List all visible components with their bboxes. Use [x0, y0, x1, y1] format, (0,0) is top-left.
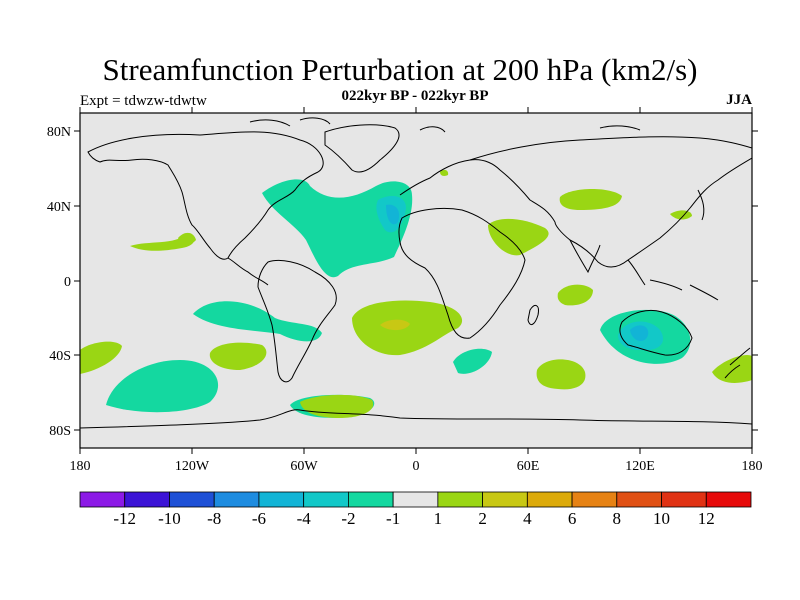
contour-central-asia — [559, 188, 622, 210]
colorbar-swatch — [661, 491, 707, 508]
colorbar — [79, 491, 752, 508]
coast-greenland — [324, 124, 400, 173]
colorbar-swatch — [347, 491, 394, 508]
contour-tropical-pacific — [130, 233, 195, 251]
colorbar-swatch — [213, 491, 260, 508]
colorbar-label: -10 — [158, 509, 181, 528]
colorbar-label: 6 — [568, 509, 577, 528]
colorbar-label: -8 — [207, 509, 221, 528]
contour-southern-indian — [536, 359, 586, 390]
coast-antarctica — [80, 409, 752, 429]
colorbar-label: 10 — [653, 509, 670, 528]
y-tick-label: 80N — [47, 125, 71, 140]
colorbar-label: 2 — [478, 509, 487, 528]
contour-east-pacific — [193, 301, 322, 342]
colorbar-label: -6 — [252, 509, 266, 528]
y-tick-labels: 80N 40N 0 40S 80S — [47, 125, 71, 439]
x-tick-label: 120W — [175, 459, 210, 474]
coast-europe — [399, 159, 556, 223]
contour-north-atlantic-inner — [386, 204, 400, 225]
coast-south-america — [257, 259, 337, 383]
contour-south-atlantic-core — [380, 319, 410, 331]
colorbar-swatch — [437, 491, 484, 508]
contour-australia-core — [630, 325, 649, 342]
coast-north-america — [87, 131, 324, 260]
coast-madagascar — [527, 304, 539, 326]
coast-southeast-asia — [627, 259, 719, 301]
contour-new-zealand — [712, 354, 752, 383]
contour-tropical-pacific-right — [178, 232, 196, 245]
y-tick-marks — [74, 130, 758, 431]
colorbar-swatch — [303, 491, 349, 508]
colorbar-swatch — [79, 491, 126, 508]
colorbar-label: -1 — [386, 509, 400, 528]
x-tick-label: 60W — [290, 459, 318, 474]
colorbar-label: -12 — [113, 509, 136, 528]
coast-japan — [697, 189, 705, 221]
coast-australia — [619, 309, 693, 356]
colorbar-labels: -12 -10 -8 -6 -4 -2 -1 1 2 4 6 8 10 12 — [113, 509, 714, 528]
colorbar-swatch — [616, 491, 662, 508]
contour-fills — [80, 169, 752, 418]
contour-greenland-spot — [440, 169, 449, 176]
contour-indian-ocean — [557, 284, 593, 306]
colorbar-label: 4 — [523, 509, 532, 528]
coast-arctic-islands — [249, 117, 641, 133]
plot-title: Streamfunction Perturbation at 200 hPa (… — [102, 52, 698, 87]
x-tick-marks — [79, 107, 753, 454]
season-label: JJA — [726, 92, 752, 108]
x-tick-label: 180 — [742, 459, 763, 474]
y-tick-label: 80S — [49, 424, 71, 439]
colorbar-swatch — [705, 491, 752, 508]
contour-southeast-pacific — [209, 342, 267, 370]
contour-north-africa — [488, 218, 549, 256]
colorbar-swatch — [258, 491, 305, 508]
colorbar-swatch — [169, 491, 215, 508]
coast-central-america — [227, 257, 269, 286]
x-tick-label: 60E — [517, 459, 540, 474]
colorbar-label: 1 — [434, 509, 443, 528]
contour-south-atlantic — [352, 300, 463, 356]
coast-africa — [398, 207, 526, 339]
x-tick-label: 180 — [70, 459, 91, 474]
x-tick-labels: 180 120W 60W 0 60E 120E 180 — [70, 459, 763, 474]
colorbar-label: -4 — [297, 509, 312, 528]
coast-india — [569, 239, 601, 274]
colorbar-swatch — [392, 491, 439, 508]
y-tick-label: 40N — [47, 200, 71, 215]
colorbar-swatch — [124, 491, 170, 508]
colorbar-swatch — [571, 491, 618, 508]
colorbar-swatch — [482, 491, 528, 508]
coast-asia — [469, 136, 752, 268]
colorbar-label: 8 — [613, 509, 622, 528]
y-tick-label: 40S — [49, 349, 71, 364]
contour-west-pacific — [80, 341, 122, 374]
contour-indian-ocean-south — [453, 348, 492, 374]
plot-subtitle: 022kyr BP - 022kyr BP — [341, 88, 489, 104]
contour-north-atlantic — [262, 179, 413, 278]
colorbar-label: -2 — [341, 509, 355, 528]
coast-new-zealand — [724, 347, 751, 379]
colorbar-label: 12 — [698, 509, 715, 528]
contour-south-pacific — [106, 360, 219, 413]
experiment-label: Expt = tdwzw-tdwtw — [80, 93, 207, 109]
coastlines — [80, 117, 752, 429]
y-tick-label: 0 — [64, 275, 71, 290]
colorbar-swatch — [526, 491, 573, 508]
x-tick-label: 120E — [625, 459, 655, 474]
x-tick-label: 0 — [413, 459, 420, 474]
